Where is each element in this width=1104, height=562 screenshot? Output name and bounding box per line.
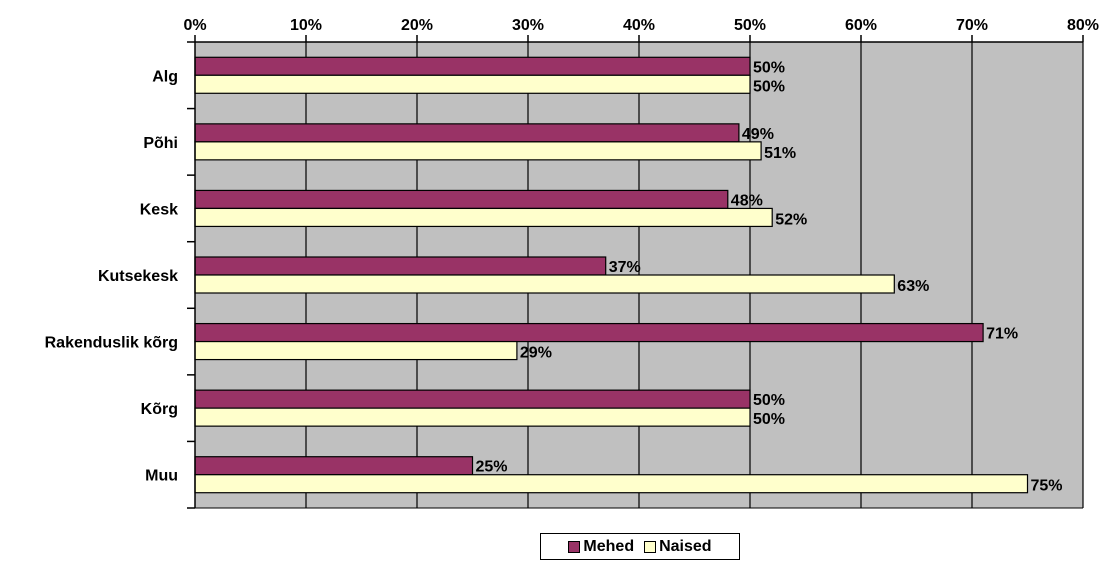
category-label: Kesk — [140, 201, 178, 218]
x-tick-label: 40% — [623, 17, 655, 34]
x-tick-label: 80% — [1067, 17, 1099, 34]
legend-label-mehed: Mehed — [583, 537, 635, 555]
bars — [194, 56, 1029, 494]
data-labels: 50% 50% 49% 51% 48% 52% 37% 63% 71% 29% 50% 50% 25% 7… — [476, 59, 1063, 494]
data-label: 50% — [753, 392, 785, 409]
category-label: Rakenduslik kõrg — [45, 335, 178, 352]
category-labels: Alg Põhi Kesk Kutsekesk Rakenduslik kõrg Kõrg… — [45, 68, 178, 484]
bar-mehed — [194, 389, 751, 409]
data-label: 37% — [609, 259, 641, 276]
bar-chart: 0% 10% 20% 30% 40% 50% 60% 70% 80% Alg Põhi Kesk Ku… — [45, 17, 1099, 509]
data-label: 63% — [897, 278, 929, 295]
x-tick-label: 10% — [290, 17, 322, 34]
legend-swatch-mehed — [568, 540, 581, 553]
data-label: 25% — [476, 459, 508, 476]
x-tick-label: 60% — [845, 17, 877, 34]
data-label: 50% — [753, 59, 785, 76]
legend-swatch-naised — [644, 540, 657, 553]
bar-mehed — [194, 189, 729, 210]
bar-naised — [194, 340, 518, 361]
data-label: 51% — [764, 145, 796, 162]
bar-naised — [194, 407, 751, 427]
legend-item-mehed: Mehed — [568, 538, 634, 556]
x-tick-label: 20% — [401, 17, 433, 34]
bar-naised — [194, 274, 895, 294]
category-label: Alg — [152, 68, 178, 85]
data-label: 52% — [775, 211, 807, 228]
category-label: Põhi — [143, 135, 178, 152]
x-tick-label: 30% — [512, 17, 544, 34]
category-label: Kutsekesk — [98, 268, 178, 285]
bar-mehed — [194, 322, 984, 343]
data-label: 48% — [731, 192, 763, 209]
axes — [187, 35, 1084, 509]
legend: Mehed Naised — [540, 533, 740, 560]
x-tick-label: 50% — [734, 17, 766, 34]
bar-mehed — [194, 56, 751, 76]
data-label: 71% — [986, 326, 1018, 343]
bar-naised — [194, 474, 1029, 494]
data-label: 50% — [753, 411, 785, 428]
bar-mehed — [194, 123, 740, 143]
bar-mehed — [194, 256, 607, 276]
x-tick-label: 0% — [183, 17, 206, 34]
x-tick-label: 70% — [956, 17, 988, 34]
bar-naised — [194, 141, 762, 161]
bar-mehed — [194, 456, 474, 476]
data-label: 49% — [742, 126, 774, 143]
category-label: Muu — [145, 468, 178, 485]
legend-item-naised: Naised — [644, 537, 712, 556]
category-label: Kõrg — [141, 401, 178, 418]
data-label: 29% — [520, 345, 552, 362]
legend-label-naised: Naised — [659, 537, 712, 555]
data-label: 50% — [753, 78, 785, 95]
x-tick-labels: 0% 10% 20% 30% 40% 50% 60% 70% 80% — [183, 17, 1099, 34]
data-label: 75% — [1031, 478, 1063, 495]
bar-naised — [194, 207, 773, 228]
bar-naised — [194, 74, 751, 94]
